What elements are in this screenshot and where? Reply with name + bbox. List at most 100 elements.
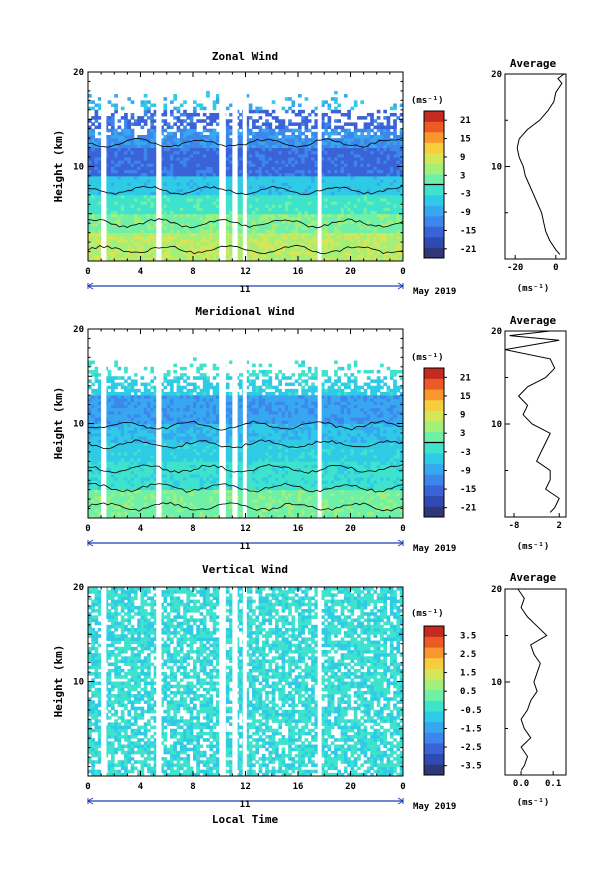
heatmap-cell (127, 235, 132, 240)
heatmap-cell (127, 511, 132, 516)
heatmap-cell (288, 235, 292, 240)
heatmap-cell (127, 172, 132, 177)
heatmap-cell (193, 125, 197, 130)
heatmap-cell (376, 257, 381, 261)
heatmap-cell (163, 163, 168, 167)
heatmap-cell (265, 502, 269, 506)
heatmap-cell (140, 125, 145, 130)
heatmap-cell (399, 511, 403, 516)
heatmap-cell (281, 213, 286, 218)
heatmap-cell (193, 128, 197, 133)
heatmap-cell (278, 172, 282, 177)
heatmap-cell (393, 210, 397, 215)
heatmap-cell (209, 242, 214, 246)
heatmap-cell (245, 138, 250, 142)
heatmap-cell (179, 213, 184, 218)
heatmap-cell (124, 144, 128, 148)
heatmap-cell (396, 511, 401, 516)
heatmap-cell (353, 511, 358, 516)
heatmap-cell (288, 147, 292, 152)
heatmap-cell (212, 188, 217, 193)
heatmap-cell (189, 505, 194, 509)
heatmap-cell (91, 514, 95, 518)
heatmap-cell (176, 204, 181, 208)
heatmap-cell (330, 185, 335, 189)
heatmap-cell (301, 150, 305, 155)
heatmap-cell (229, 191, 233, 196)
heatmap-cell (97, 191, 102, 196)
heatmap-cell (199, 172, 204, 177)
heatmap-cell (193, 216, 197, 221)
heatmap-cell (238, 229, 243, 234)
heatmap-cell (386, 119, 391, 123)
heatmap-cell (245, 119, 250, 123)
heatmap-cell (176, 125, 181, 130)
heatmap-cell (163, 229, 168, 234)
heatmap-cell (215, 242, 220, 246)
heatmap-cell (186, 194, 191, 199)
heatmap-cell (353, 505, 358, 509)
heatmap-cell (173, 141, 177, 145)
heatmap-cell (255, 150, 260, 155)
heatmap-cell (324, 150, 328, 155)
heatmap-cell (88, 254, 92, 259)
heatmap-cell (255, 138, 260, 142)
heatmap-cell (373, 502, 378, 506)
heatmap-cell (212, 216, 217, 221)
heatmap-cell (380, 147, 384, 152)
heatmap-cell (124, 122, 128, 126)
heatmap-cell (271, 204, 276, 208)
heatmap-cell (343, 163, 348, 167)
heatmap-cell (107, 150, 112, 155)
heatmap-cell (281, 257, 286, 261)
heatmap-cell (252, 138, 256, 142)
heatmap-cell (140, 508, 145, 513)
heatmap-cell (94, 141, 99, 145)
heatmap-cell (114, 216, 118, 221)
heatmap-cell (133, 153, 138, 158)
heatmap-cell (275, 141, 279, 145)
heatmap-cell (327, 502, 332, 506)
heatmap-cell (140, 166, 145, 171)
heatmap-cell (127, 505, 132, 509)
heatmap-cell (324, 153, 328, 158)
heatmap-cell (130, 254, 135, 259)
heatmap-cell (330, 179, 335, 183)
heatmap-cell (334, 147, 338, 152)
heatmap-cell (334, 169, 338, 174)
heatmap-cell (94, 116, 99, 120)
heatmap-cell (357, 229, 361, 234)
heatmap-cell (117, 144, 122, 148)
heatmap-cell (353, 138, 358, 142)
heatmap-cell (327, 119, 332, 123)
heatmap-cell (209, 213, 214, 218)
heatmap-cell (334, 160, 338, 164)
heatmap-cell (147, 216, 151, 221)
heatmap-cell (360, 238, 365, 243)
heatmap-cell (150, 226, 155, 230)
heatmap-cell (196, 157, 200, 161)
heatmap-cell (288, 191, 292, 196)
heatmap-cell (353, 150, 358, 155)
heatmap-cell (137, 163, 141, 167)
heatmap-cell (271, 220, 276, 224)
heatmap-cell (271, 188, 276, 193)
heatmap-cell (396, 141, 401, 145)
heatmap-cell (179, 238, 184, 243)
heatmap-cell (314, 213, 319, 218)
heatmap-cell (324, 232, 328, 237)
heatmap-cell (320, 163, 325, 167)
heatmap-cell (307, 175, 312, 180)
heatmap-cell (186, 505, 191, 509)
heatmap-cell (386, 210, 391, 215)
heatmap-cell (248, 144, 253, 148)
heatmap-cell (258, 147, 263, 152)
heatmap-cell (337, 109, 342, 114)
heatmap-cell (94, 254, 99, 259)
heatmap-cell (304, 166, 309, 171)
heatmap-cell (166, 141, 171, 145)
colorbar-segment (424, 226, 444, 238)
heatmap-cell (196, 508, 200, 513)
heatmap-cell (133, 141, 138, 145)
heatmap-cell (229, 198, 233, 202)
